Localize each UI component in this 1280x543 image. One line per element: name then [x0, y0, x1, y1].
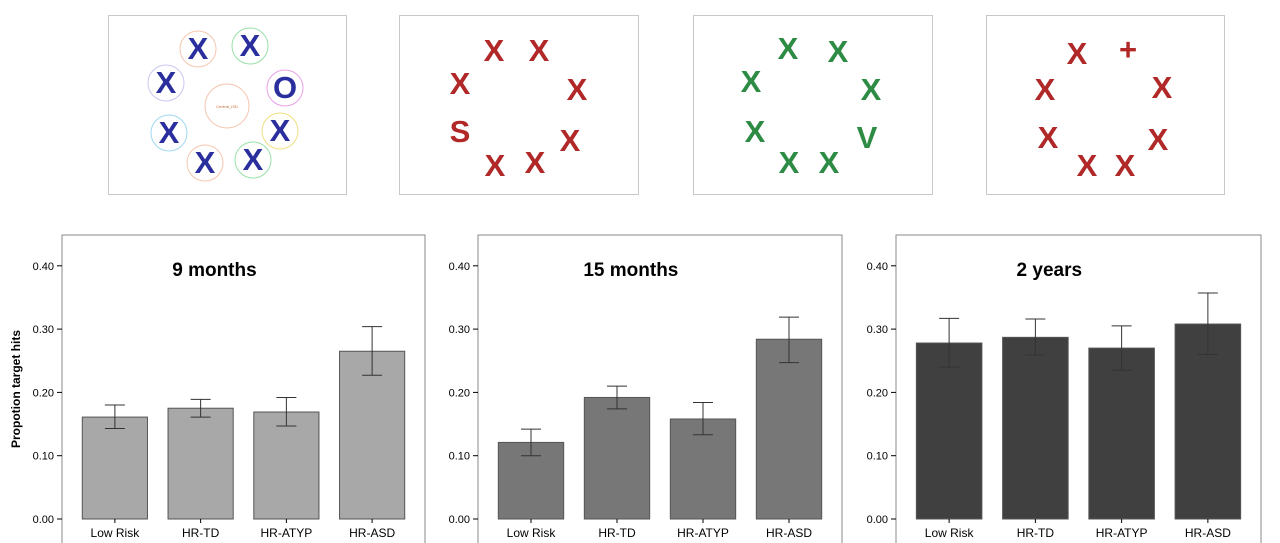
y-tick-label: 0.10 — [867, 451, 888, 463]
y-tick-label: 0.40 — [449, 261, 470, 273]
stimulus-letter: X — [159, 115, 180, 150]
x-tick-label: Low Risk — [91, 526, 141, 540]
stimulus-letter: X — [525, 145, 546, 180]
x-tick-label: HR-TD — [598, 526, 636, 540]
stimulus-letter: X — [1038, 120, 1059, 155]
stimulus-letter: X — [779, 145, 800, 180]
y-tick-label: 0.10 — [33, 451, 54, 463]
stimulus-letter: X — [745, 114, 766, 149]
bar-charts: Propotion target hits 0.00 0.10 0.20 0.30 0.4… — [9, 234, 1262, 543]
x-tick-label: Low Risk — [925, 526, 975, 540]
stimulus-letter: X — [828, 34, 849, 69]
y-tick-label: 0.00 — [867, 514, 888, 526]
stimulus-letter: X — [156, 65, 177, 100]
stimulus-letter: X — [240, 28, 261, 63]
stimulus-letter: X — [1115, 148, 1136, 183]
bar — [253, 411, 320, 520]
stimulus-ring — [147, 64, 185, 102]
stimulus-letter: X — [484, 33, 505, 68]
x-tick-label: HR-TD — [1017, 526, 1055, 540]
stimulus-letter: X — [1067, 36, 1088, 71]
x-tick-label: Low Risk — [507, 526, 557, 540]
stimulus-letter: X — [560, 123, 581, 158]
y-tick-label: 0.00 — [33, 514, 54, 526]
bar — [339, 350, 406, 520]
y-tick-label: 0.40 — [867, 261, 888, 273]
x-tick-label: HR-ASD — [349, 526, 395, 540]
stimulus-letter: + — [1119, 32, 1137, 67]
stimulus-letter: X — [741, 64, 762, 99]
x-tick-label: HR-TD — [182, 526, 220, 540]
stimulus-panel-1: Central_ISD X X O X X X X X — [108, 15, 347, 195]
bar — [1002, 336, 1069, 520]
stimulus-letter: V — [857, 120, 878, 155]
stimulus-letter: X — [1148, 122, 1169, 157]
stimulus-letter: X — [778, 31, 799, 66]
y-tick-label: 0.30 — [33, 324, 54, 336]
stimulus-letter: X — [450, 66, 471, 101]
bar — [1174, 323, 1242, 520]
stimulus-panel-4: X + X X X X X X — [986, 15, 1225, 195]
bar — [583, 396, 651, 520]
chart-title: 9 months — [172, 260, 256, 281]
stimulus-letter: X — [270, 113, 291, 148]
center-label: Central_ISD — [216, 104, 238, 109]
chart-1: 0.00 0.10 0.20 0.30 0.40 9 months Low Risk HR-T… — [33, 234, 426, 543]
stimulus-letter: X — [195, 145, 216, 180]
x-tick-label: HR-ATYP — [260, 526, 312, 540]
center-ring — [204, 83, 250, 129]
bar — [167, 407, 234, 520]
stimulus-ring — [261, 112, 299, 150]
x-tick-label: HR-ATYP — [1096, 526, 1148, 540]
chart-title: 15 months — [583, 260, 678, 281]
x-tick-label: HR-ASD — [766, 526, 812, 540]
stimulus-ring — [150, 114, 188, 152]
y-tick-label: 0.20 — [33, 387, 54, 399]
stimulus-letter: X — [243, 142, 264, 177]
stimulus-letter: X — [1152, 70, 1173, 105]
chart-3: 0.00 0.10 0.20 0.30 0.40 2 years Low Risk HR-TD… — [867, 234, 1262, 543]
chart-title: 2 years — [1017, 260, 1083, 281]
stimulus-letter: X — [567, 72, 588, 107]
stimulus-letter: X — [819, 145, 840, 180]
y-tick-label: 0.20 — [449, 387, 470, 399]
x-tick-label: HR-ASD — [1185, 526, 1231, 540]
stimulus-ring — [186, 144, 224, 182]
stimulus-letter: X — [1035, 72, 1056, 107]
y-tick-label: 0.30 — [449, 324, 470, 336]
y-tick-label: 0.00 — [449, 514, 470, 526]
stimulus-letter: X — [485, 148, 506, 183]
y-tick-label: 0.20 — [867, 387, 888, 399]
chart-2: 0.00 0.10 0.20 0.30 0.40 15 months Low Risk HR-… — [449, 234, 843, 543]
y-tick-label: 0.30 — [867, 324, 888, 336]
stimulus-ring — [234, 141, 272, 179]
bar — [915, 342, 983, 520]
bar — [1088, 347, 1155, 520]
x-tick-label: HR-ATYP — [677, 526, 729, 540]
y-axis-label: Propotion target hits — [9, 330, 23, 448]
stimulus-ring — [231, 27, 269, 65]
stimulus-letter: X — [529, 33, 550, 68]
bar — [81, 416, 148, 520]
stimulus-ring — [179, 30, 217, 68]
stimulus-letter: S — [450, 114, 471, 149]
bar — [755, 338, 823, 520]
stimulus-letter: X — [1077, 148, 1098, 183]
stimulus-letter: X — [861, 72, 882, 107]
stimulus-letter: O — [273, 70, 297, 105]
y-tick-label: 0.10 — [449, 451, 470, 463]
stimulus-ring — [266, 69, 304, 107]
y-tick-label: 0.40 — [33, 261, 54, 273]
stimulus-letter: X — [188, 31, 209, 66]
